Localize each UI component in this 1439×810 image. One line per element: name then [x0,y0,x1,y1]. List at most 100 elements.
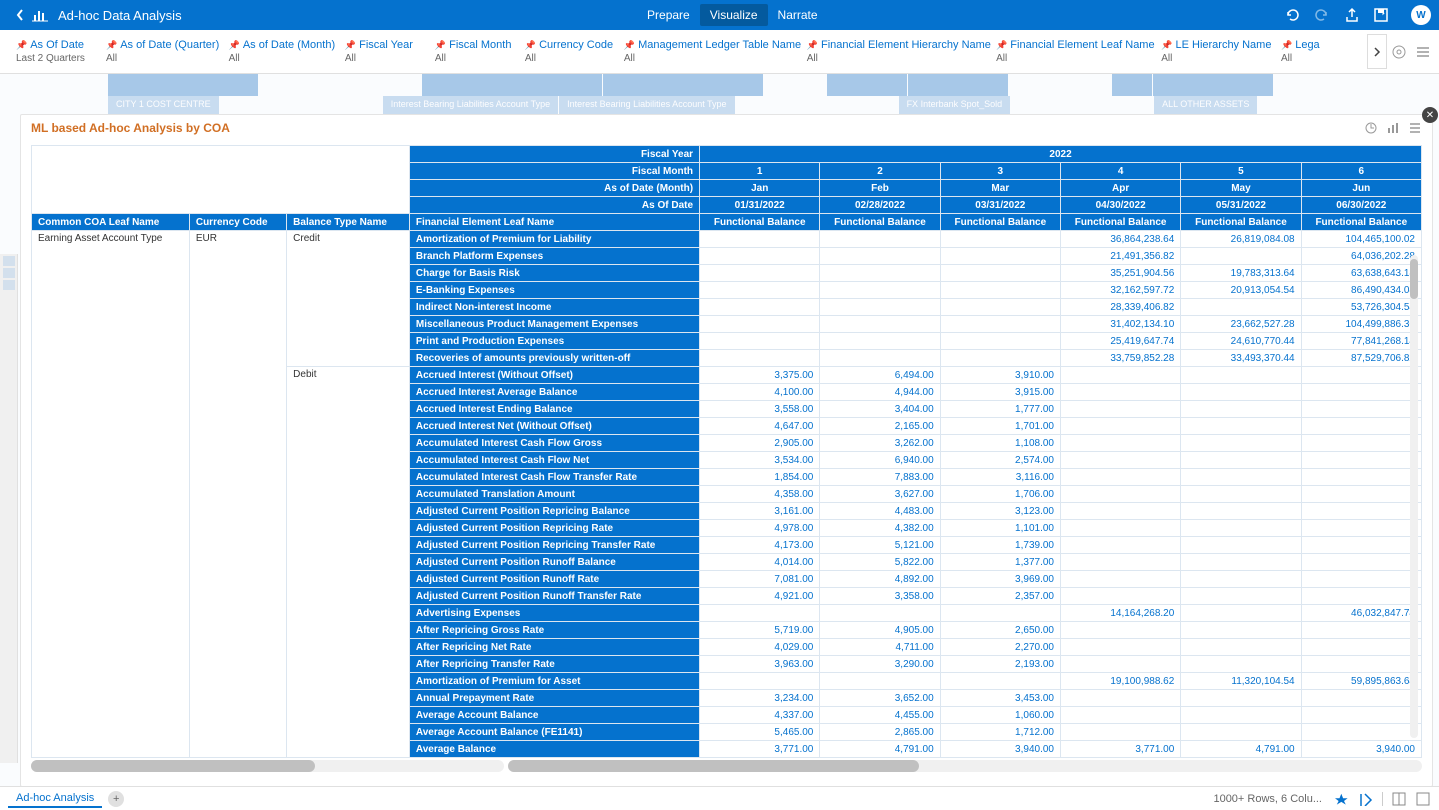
cell-value: 20,913,054.54 [1181,282,1301,299]
cell-value [1181,401,1301,418]
add-sheet-button[interactable]: + [108,791,124,807]
redo-button[interactable] [1313,6,1331,24]
cell-element-name: Accumulated Interest Cash Flow Transfer … [409,469,699,486]
cell-value: 3,375.00 [700,367,820,384]
cell-value [940,673,1060,690]
cell-value: 4,358.00 [700,486,820,503]
page-title: Ad-hoc Data Analysis [58,8,182,23]
tab-prepare[interactable]: Prepare [637,4,700,26]
table-row[interactable]: Earning Asset Account TypeEURCreditAmort… [32,231,1422,248]
cell-element-name: Branch Platform Expenses [409,248,699,265]
cell-value [700,316,820,333]
cell-value: 4,029.00 [700,639,820,656]
cell-value: 86,490,434.08 [1301,282,1421,299]
filter-item[interactable]: 📌As of Date (Month)All [221,30,337,73]
cell-value [1301,469,1421,486]
cell-value: 6,494.00 [820,367,940,384]
tab-narrate[interactable]: Narrate [768,4,828,26]
cell-value: 4,337.00 [700,707,820,724]
cell-value: 2,865.00 [820,724,940,741]
filter-item[interactable]: 📌As Of DateLast 2 Quarters [8,30,98,73]
cell-element-name: Amortization of Premium for Asset [409,673,699,690]
filter-scroll-right-button[interactable] [1367,34,1387,69]
chip: Interest Bearing Liabilities Account Typ… [383,96,558,114]
panel-menu-icon[interactable] [1408,121,1422,135]
v-scrollbar[interactable] [1410,255,1418,738]
layout-full-icon[interactable] [1415,791,1431,807]
cell-value: 1,701.00 [940,418,1060,435]
chip [108,74,258,96]
cell-value [820,231,940,248]
filter-label: As Of Date [30,39,84,51]
cell-value: 4,892.00 [820,571,940,588]
cell-value: 14,164,268.20 [1060,605,1180,622]
cell-element-name: Accrued Interest Ending Balance [409,401,699,418]
cell-value: 3,116.00 [940,469,1060,486]
filter-item[interactable]: 📌Financial Element Hierarchy NameAll [799,30,988,73]
cell-value: 4,100.00 [700,384,820,401]
cell-value [1301,571,1421,588]
filter-menu-icon[interactable] [1415,44,1431,60]
filter-item[interactable]: 📌Fiscal MonthAll [427,30,517,73]
cell-value: 3,290.00 [820,656,940,673]
cell-value [1301,418,1421,435]
filter-bar: 📌As Of DateLast 2 Quarters📌As of Date (Q… [0,30,1439,74]
cell-element-name: Indirect Non-interest Income [409,299,699,316]
pivot-table[interactable]: Fiscal Year2022Fiscal Month123456As of D… [31,145,1422,758]
save-button[interactable] [1373,6,1391,24]
filter-item[interactable]: 📌Fiscal YearAll [337,30,427,73]
user-avatar[interactable]: W [1411,5,1431,25]
panel-refresh-icon[interactable] [1364,121,1378,135]
cell-value [1181,486,1301,503]
panel-chart-icon[interactable] [1386,121,1400,135]
cell-value [1060,656,1180,673]
cell-value: 5,465.00 [700,724,820,741]
cell-element-name: Accumulated Interest Cash Flow Gross [409,435,699,452]
panel-title: ML based Ad-hoc Analysis by COA [31,121,230,135]
filter-value: All [624,53,791,64]
cell-value [1060,367,1180,384]
cell-value [1060,622,1180,639]
h-scrollbar-right[interactable] [508,760,1422,772]
cell-currency: EUR [189,231,286,758]
share-button[interactable] [1343,6,1361,24]
viz-toggle-1[interactable] [1334,791,1350,807]
pin-icon: 📌 [1281,40,1292,51]
cell-value [1301,537,1421,554]
undo-button[interactable] [1283,6,1301,24]
cell-value [1060,435,1180,452]
filter-item[interactable]: 📌LE Hierarchy NameAll [1153,30,1273,73]
cell-value [1060,571,1180,588]
back-button[interactable] [8,8,32,22]
sheet-tab[interactable]: Ad-hoc Analysis [8,790,102,808]
cell-value [820,605,940,622]
cell-value [700,231,820,248]
cell-value: 3,358.00 [820,588,940,605]
cell-element-name: Adjusted Current Position Runoff Transfe… [409,588,699,605]
cell-value [700,265,820,282]
cell-value: 3,123.00 [940,503,1060,520]
cell-element-name: Average Account Balance (FE1141) [409,724,699,741]
cell-value: 1,739.00 [940,537,1060,554]
h-scrollbar-left[interactable] [31,760,504,772]
cell-value [700,282,820,299]
cell-value: 7,883.00 [820,469,940,486]
layout-split-icon[interactable] [1391,791,1407,807]
cell-value [940,333,1060,350]
cell-value [1301,384,1421,401]
app-top-bar: Ad-hoc Data Analysis Prepare Visualize N… [0,0,1439,30]
filter-options-icon[interactable] [1391,44,1407,60]
cell-value: 4,905.00 [820,622,940,639]
filter-item[interactable]: 📌As of Date (Quarter)All [98,30,221,73]
filter-item[interactable]: 📌Currency CodeAll [517,30,616,73]
viz-toggle-2[interactable] [1358,791,1374,807]
filter-item[interactable]: 📌LegaAll [1273,30,1363,73]
filter-item[interactable]: 📌Management Ledger Table NameAll [616,30,799,73]
chip [1153,74,1273,96]
tab-visualize[interactable]: Visualize [700,4,768,26]
filter-value: All [106,53,213,64]
filter-item[interactable]: 📌Financial Element Leaf NameAll [988,30,1153,73]
panel-close-button[interactable]: ✕ [1422,107,1438,123]
chip [603,74,763,96]
cell-value [1301,367,1421,384]
